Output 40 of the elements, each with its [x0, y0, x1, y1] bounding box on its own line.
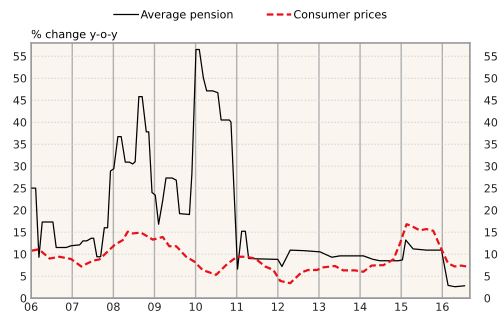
y-tick-label: 50: [14, 74, 26, 83]
x-tick-label: 09: [148, 302, 161, 311]
y-axis-title: % change y-o-y: [32, 30, 118, 40]
y2-tick-label: 45: [484, 96, 497, 105]
y2-tick-label: 5: [484, 272, 490, 281]
x-tick-label: 06: [24, 302, 38, 311]
x-tick-label: 10: [190, 302, 202, 311]
y2-tick-label: 35: [484, 140, 497, 149]
y2-tick-label: 0: [484, 294, 490, 303]
x-tick-label: 12: [272, 302, 284, 311]
legend-label: Average pension: [140, 10, 232, 21]
y-tick-label: 10: [14, 250, 26, 259]
line-series: [31, 223, 468, 284]
x-tick-label: 15: [395, 302, 408, 311]
y2-tick-label: 15: [484, 228, 497, 237]
y2-tick-label: 20: [484, 206, 498, 215]
y2-tick-label: 25: [484, 184, 497, 193]
x-tick-label: 13: [313, 302, 326, 311]
x-tick-label: 11: [230, 302, 243, 311]
y2-tick-label: 40: [484, 118, 498, 127]
y-tick-label: 5: [20, 272, 26, 281]
y-tick-label: 30: [14, 162, 26, 171]
y-tick-label: 55: [14, 52, 26, 61]
line-series: [31, 48, 466, 288]
y-tick-label: 45: [13, 96, 26, 105]
y2-tick-label: 10: [484, 250, 498, 259]
x-tick-label: 14: [354, 302, 367, 311]
y2-tick-label: 55: [484, 52, 497, 61]
y-tick-label: 0: [20, 294, 26, 303]
x-tick-label: 07: [66, 302, 78, 311]
y2-tick-label: 30: [484, 162, 498, 171]
x-tick-label: 16: [436, 302, 449, 311]
legend-label: Consumer prices: [294, 10, 387, 21]
y-tick-label: 35: [14, 140, 26, 149]
y-tick-label: 25: [14, 184, 26, 193]
y-tick-label: 15: [14, 228, 26, 237]
y2-tick-label: 50: [484, 74, 498, 83]
y-tick-label: 20: [14, 206, 26, 215]
x-tick-label: 08: [107, 302, 120, 311]
y-tick-label: 40: [13, 118, 26, 127]
